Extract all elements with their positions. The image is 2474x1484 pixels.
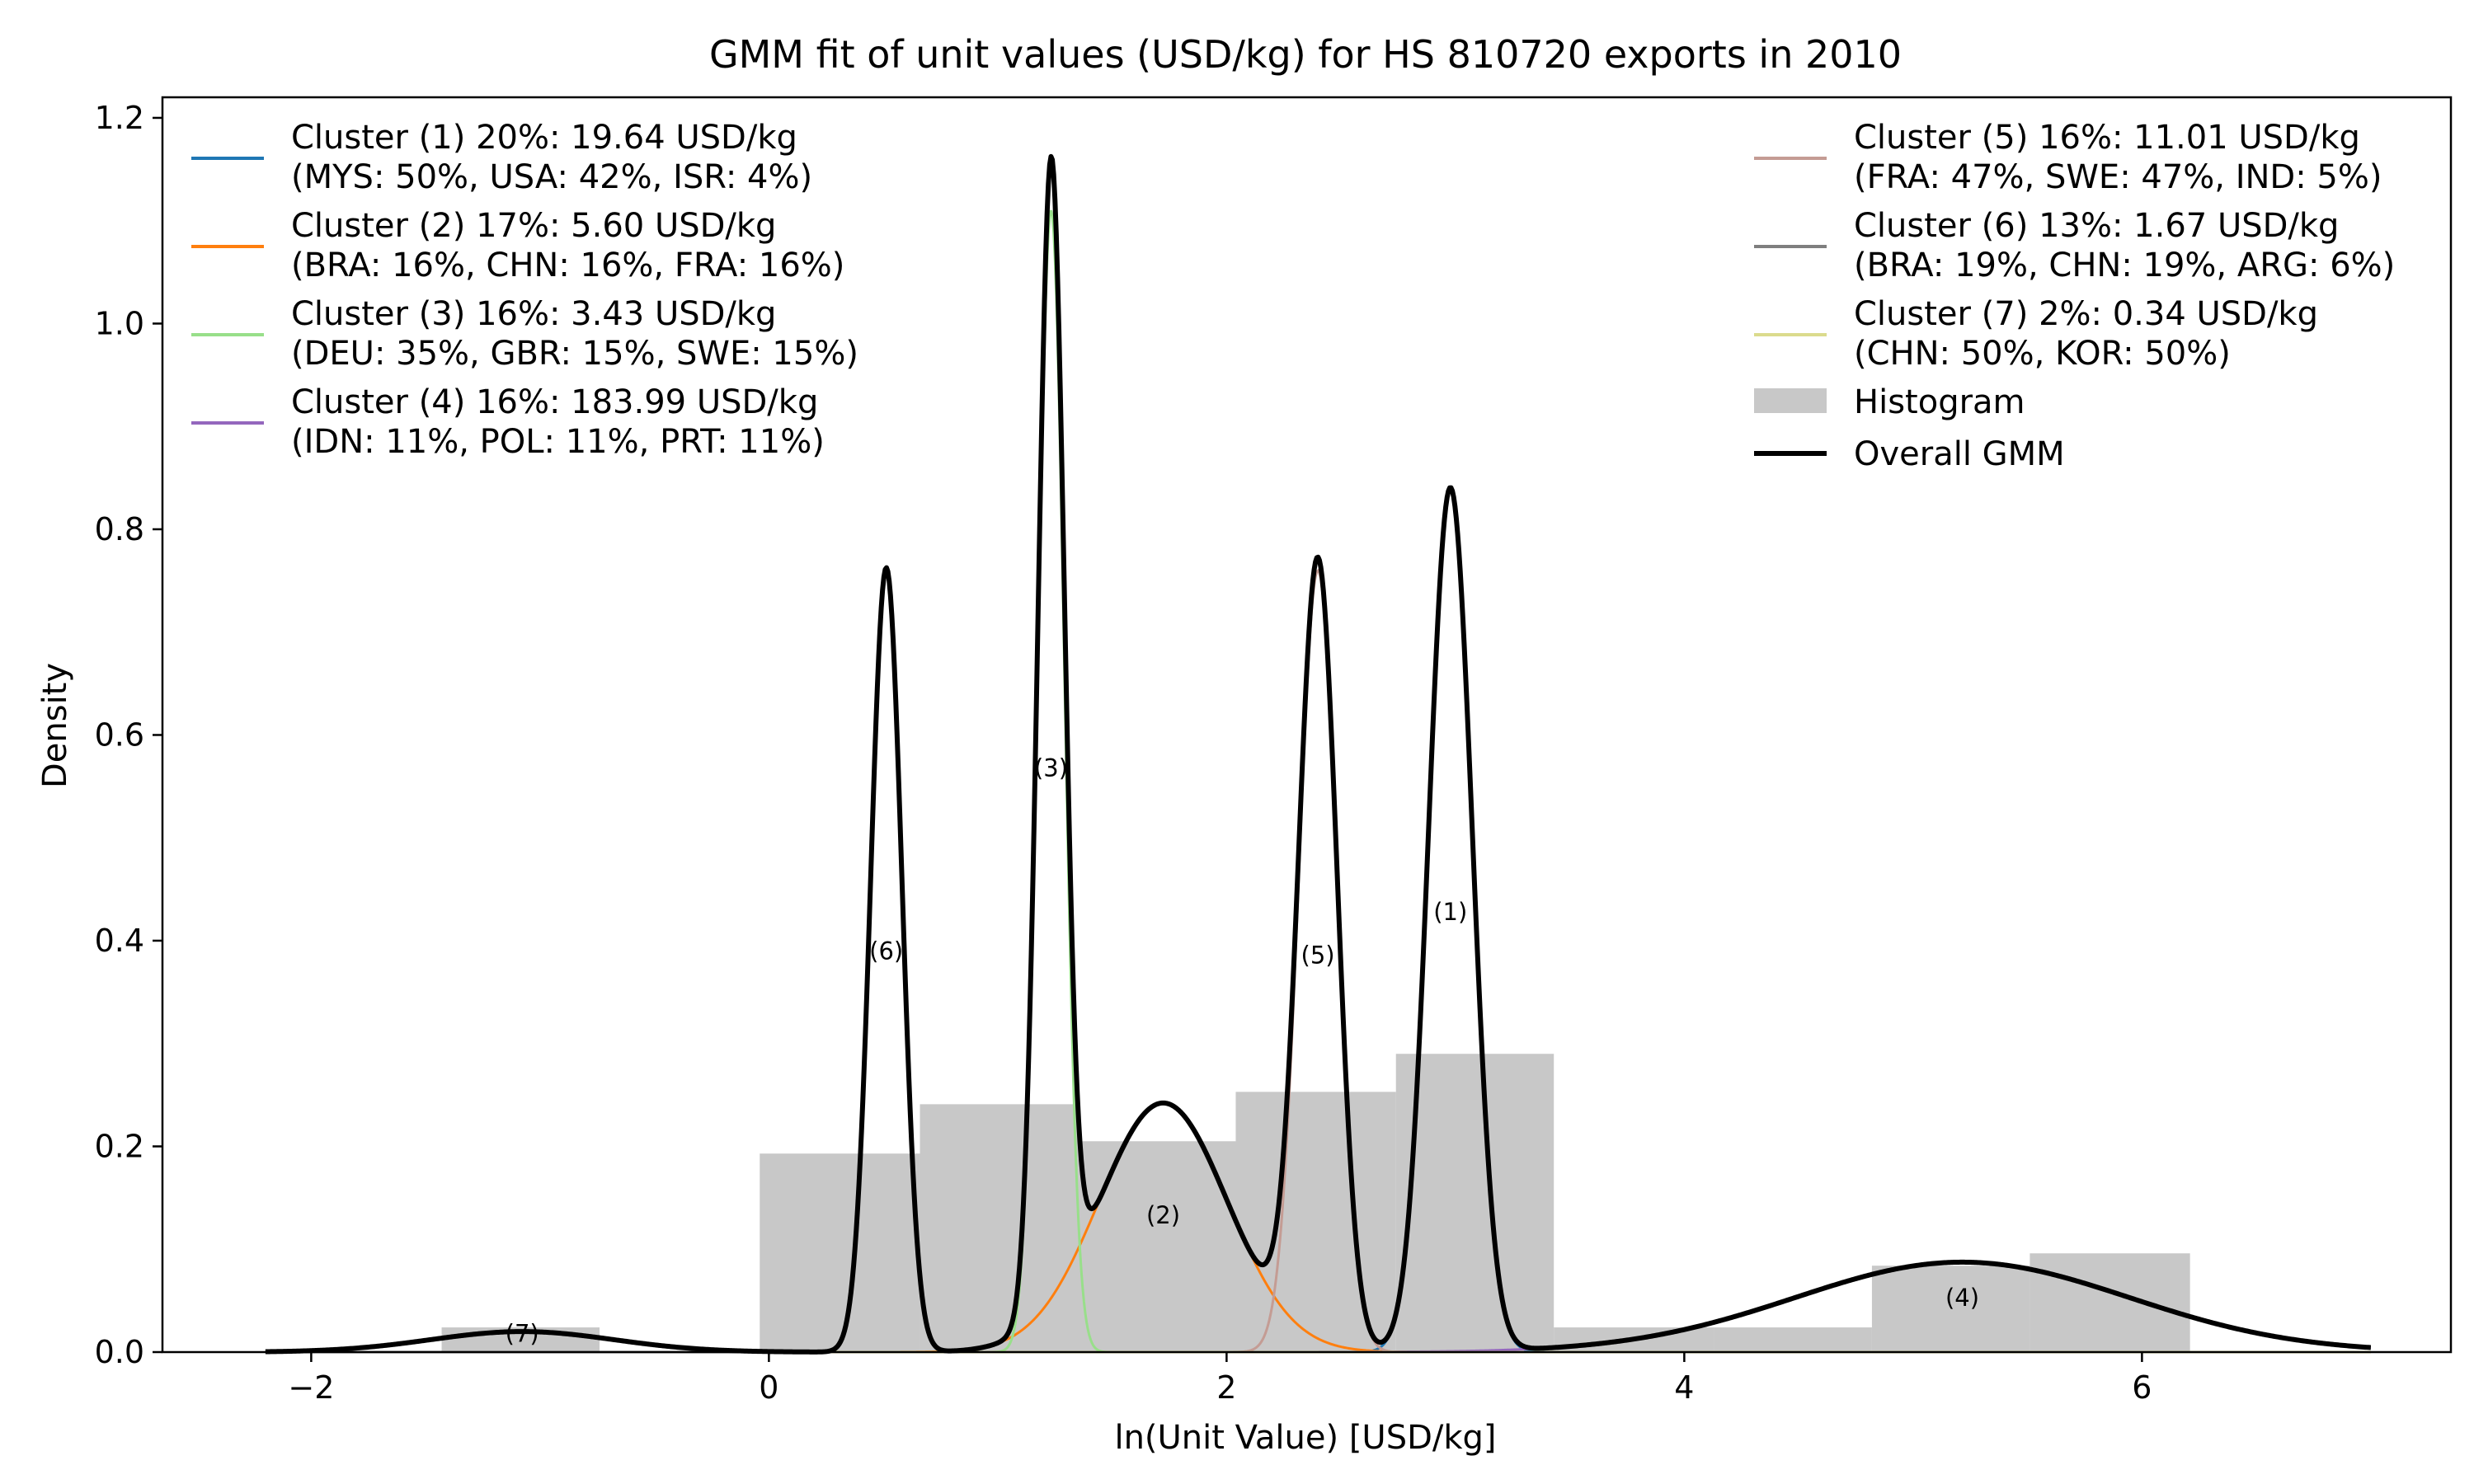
y-tick-label: 0.8 [95, 511, 144, 547]
cluster-id-marker: (7) [506, 1320, 539, 1348]
y-tick-label: 0.4 [95, 923, 144, 959]
cluster-id-marker: (3) [1034, 754, 1068, 782]
legend-swatch-histogram [1754, 388, 1827, 413]
legend-label: Cluster (7) 2%: 0.34 USD/kg [1854, 295, 2318, 333]
legend-label: Cluster (1) 20%: 19.64 USD/kg [291, 119, 797, 157]
y-tick-label: 0.6 [95, 716, 144, 753]
y-axis-ticks: 0.0 0.2 0.4 0.6 0.8 1.0 1.2 [95, 100, 162, 1370]
legend-label: Cluster (5) 16%: 11.01 USD/kg [1854, 119, 2360, 157]
plot-area: (1) (2) (3) (4) (5) (6) (7) [264, 153, 2373, 1355]
legend-label: Overall GMM [1854, 435, 2065, 473]
legend-label: Cluster (4) 16%: 183.99 USD/kg [291, 383, 818, 421]
y-tick-label: 1.2 [95, 100, 144, 136]
x-tick-label: 6 [2132, 1369, 2152, 1406]
y-axis-label: Density [36, 663, 74, 788]
histogram-bar [2030, 1253, 2190, 1352]
histogram-bar [1871, 1266, 2030, 1352]
cluster-id-marker: (4) [1945, 1284, 1979, 1312]
y-tick-label: 0.0 [95, 1334, 144, 1370]
cluster-id-marker: (2) [1146, 1201, 1180, 1229]
histogram-bar [760, 1153, 920, 1352]
axes-frame [161, 96, 2453, 1354]
histogram-bar [1714, 1327, 1872, 1352]
histogram-bar [1235, 1092, 1396, 1352]
legend-label: Histogram [1854, 383, 2025, 421]
y-tick-label: 1.0 [95, 305, 144, 341]
legend-label-countries: (IDN: 11%, POL: 11%, PRT: 11%) [291, 423, 825, 461]
x-axis-ticks: −2 0 2 4 6 [288, 1352, 2152, 1406]
y-tick-label: 0.2 [95, 1128, 144, 1164]
cluster-id-marker: (5) [1301, 941, 1335, 969]
cluster-markers: (1) (2) (3) (4) (5) (6) (7) [506, 754, 1979, 1347]
histogram-bar [1078, 1141, 1236, 1352]
overall-gmm-curve [264, 153, 2373, 1355]
legend-label-countries: (BRA: 19%, CHN: 19%, ARG: 6%) [1854, 247, 2395, 284]
x-tick-label: 0 [759, 1369, 778, 1406]
legend-label-countries: (CHN: 50%, KOR: 50%) [1854, 335, 2231, 373]
legend-label: Cluster (3) 16%: 3.43 USD/kg [291, 295, 776, 333]
legend-label: Cluster (6) 13%: 1.67 USD/kg [1854, 207, 2339, 245]
legend-label-countries: (MYS: 50%, USA: 42%, ISR: 4%) [291, 158, 812, 196]
cluster-id-marker: (6) [869, 937, 903, 965]
overall-gmm [264, 153, 2373, 1355]
x-tick-label: 4 [1674, 1369, 1694, 1406]
chart-title: GMM fit of unit values (USD/kg) for HS 8… [709, 32, 1902, 77]
x-axis-label: ln(Unit Value) [USD/kg] [1114, 1419, 1496, 1457]
legend-left: Cluster (1) 20%: 19.64 USD/kg(MYS: 50%, … [191, 119, 858, 461]
legend-label-countries: (DEU: 35%, GBR: 15%, SWE: 15%) [291, 335, 858, 373]
x-tick-label: −2 [288, 1369, 334, 1406]
histogram [441, 1054, 2190, 1352]
histogram-bar [1395, 1054, 1554, 1352]
legend-label: Cluster (2) 17%: 5.60 USD/kg [291, 207, 776, 245]
legend-label-countries: (FRA: 47%, SWE: 47%, IND: 5%) [1854, 158, 2382, 196]
legend-label-countries: (BRA: 16%, CHN: 16%, FRA: 16%) [291, 247, 844, 284]
x-tick-label: 2 [1216, 1369, 1236, 1406]
cluster-id-marker: (1) [1433, 898, 1467, 926]
legend-right: Cluster (5) 16%: 11.01 USD/kg(FRA: 47%, … [1754, 119, 2395, 473]
histogram-bar [920, 1104, 1078, 1352]
